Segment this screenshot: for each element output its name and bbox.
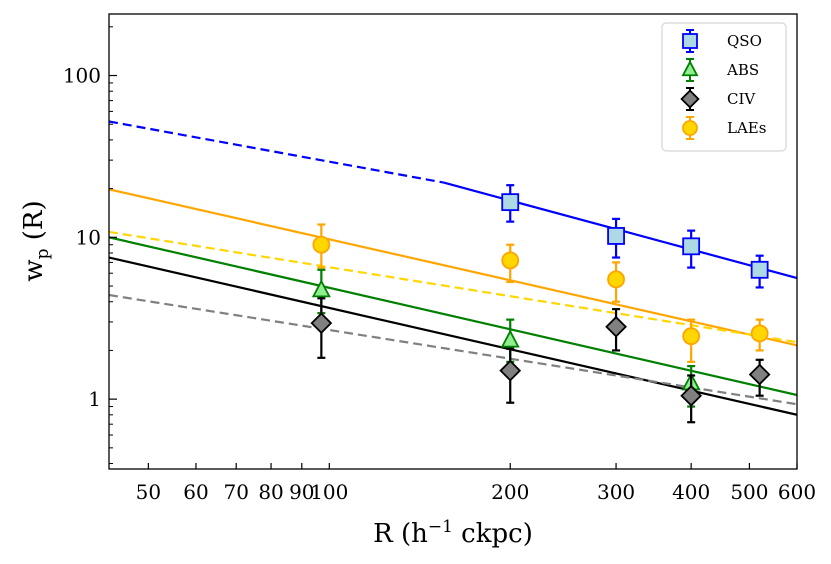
civ-point xyxy=(499,359,522,382)
x-tick-label: 100 xyxy=(310,480,348,504)
legend-label-civ: CIV xyxy=(727,90,756,108)
legend-entry-qso: QSO xyxy=(682,29,762,53)
laes-point xyxy=(312,235,331,254)
axis-ticks xyxy=(109,26,798,469)
x-tick-label: 400 xyxy=(672,480,710,504)
x-tick-label: 70 xyxy=(223,480,248,504)
legend-label-laes: LAEs xyxy=(727,119,766,137)
civ-point xyxy=(310,312,333,334)
x-tick-label: 90 xyxy=(289,480,314,504)
plot-frame xyxy=(108,13,798,470)
legend-marker-abs xyxy=(681,60,699,77)
legend-box xyxy=(661,22,787,152)
qso-point xyxy=(750,260,769,279)
laes-point xyxy=(607,270,625,289)
series-abs xyxy=(311,268,701,408)
y-tick-label: 100 xyxy=(63,64,101,88)
qso-point xyxy=(501,193,520,212)
data-series xyxy=(310,184,771,424)
legend: QSO ABS CIV LAEs xyxy=(661,22,787,152)
series-qso xyxy=(501,184,769,289)
civ-point xyxy=(680,384,703,407)
laes-point xyxy=(501,251,520,270)
qso-point xyxy=(607,227,625,245)
x-tick-label: 500 xyxy=(730,480,768,504)
legend-entry-civ: CIV xyxy=(680,87,756,111)
y-tick-label: 10 xyxy=(76,225,101,249)
x-tick-label: 50 xyxy=(136,480,161,504)
qso-point xyxy=(682,237,701,256)
civ-point xyxy=(748,363,771,386)
y-tick-label: 1 xyxy=(88,387,101,411)
qso-fit-dashed xyxy=(109,120,444,184)
legend-marker-qso xyxy=(682,33,698,49)
lae-fit-dashed xyxy=(109,230,797,344)
x-tick-label: 80 xyxy=(258,480,283,504)
legend-label-qso: QSO xyxy=(727,32,762,50)
x-tick-label: 600 xyxy=(778,480,816,504)
series-laes xyxy=(312,223,769,363)
legend-label-abs: ABS xyxy=(726,61,759,79)
laes-point xyxy=(682,327,701,346)
abs-point xyxy=(311,279,331,298)
civ-fit xyxy=(109,256,797,416)
civ-fit-dashed xyxy=(109,293,797,406)
x-tick-label: 300 xyxy=(597,480,635,504)
lae-fit xyxy=(109,188,797,347)
laes-point xyxy=(750,324,769,343)
legend-entry-abs: ABS xyxy=(681,58,759,82)
abs-point xyxy=(500,329,520,348)
series-civ xyxy=(310,297,771,424)
x-tick-label: 60 xyxy=(183,480,208,504)
legend-entry-laes: LAEs xyxy=(682,116,766,140)
y-axis-label: wp (R) xyxy=(19,200,53,281)
legend-marker-civ xyxy=(680,89,700,109)
x-tick-label: 200 xyxy=(491,480,529,504)
abs-fit xyxy=(109,236,797,397)
legend-marker-laes xyxy=(682,120,698,136)
civ-point xyxy=(605,315,627,338)
x-axis-label: R (h−1 ckpc) xyxy=(373,517,533,549)
